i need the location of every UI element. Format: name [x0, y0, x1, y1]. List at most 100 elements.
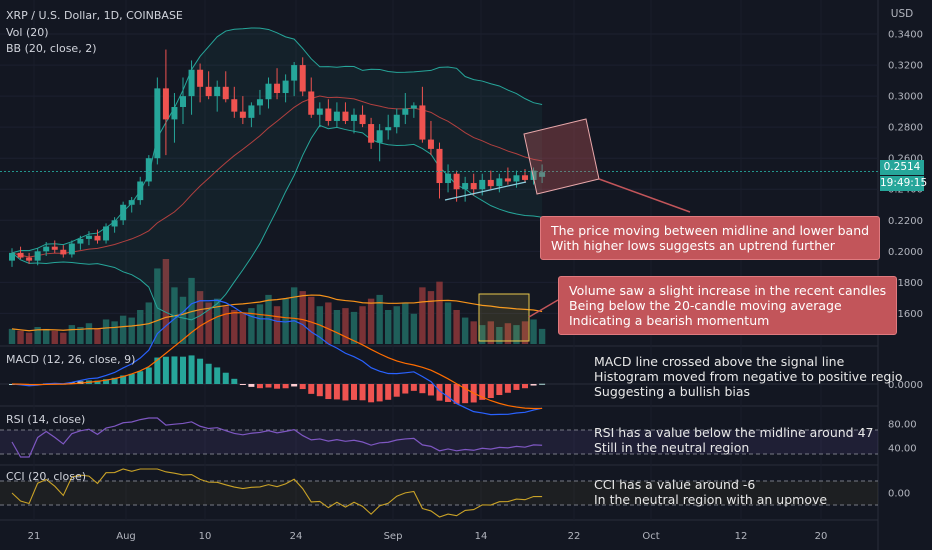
macd-histogram-bar	[436, 384, 443, 401]
price-tick-label: 0.2800	[888, 123, 923, 134]
macd-histogram-bar	[427, 384, 434, 396]
volume-bar	[461, 317, 469, 344]
macd-histogram-bar	[504, 384, 511, 393]
volume-bar	[162, 259, 170, 344]
candle-body	[299, 65, 306, 92]
volume-bar	[308, 296, 315, 344]
macd-histogram-bar	[162, 356, 169, 384]
macd-histogram-bar	[376, 384, 383, 402]
volume-bar	[231, 310, 238, 344]
candle-body	[479, 179, 486, 190]
legend-volume[interactable]: Vol (20)	[6, 26, 49, 39]
macd-histogram-bar	[214, 367, 221, 384]
bollinger-fill	[12, 27, 543, 320]
macd-histogram-bar	[359, 384, 366, 401]
volume-ma-line	[11, 294, 543, 332]
macd-histogram-bar	[453, 384, 460, 404]
volume-bar	[85, 323, 93, 344]
macd-histogram-bar	[282, 384, 289, 389]
candle-body	[9, 252, 15, 261]
candle-body	[26, 257, 33, 261]
candle-body	[34, 251, 41, 261]
volume-bar	[239, 313, 247, 344]
volume-bar	[504, 323, 512, 344]
macd-histogram-bar	[231, 378, 238, 384]
volume-bar	[77, 327, 84, 344]
candle-body	[385, 127, 392, 131]
candle-body	[291, 65, 298, 81]
macd-signal-line	[11, 312, 543, 410]
candle-body	[419, 105, 426, 140]
legend-cci[interactable]: CCI (20, close)	[6, 470, 87, 483]
volume-bar	[521, 321, 529, 344]
macd-histogram-bar	[265, 384, 272, 388]
volume-bar	[222, 306, 229, 344]
time-tick-label: Sep	[384, 531, 403, 542]
candle-body	[137, 181, 144, 201]
candle-body	[462, 183, 469, 190]
volume-bar	[179, 296, 187, 344]
annotation-rsi: RSI has a value below the midline around…	[594, 425, 874, 455]
price-tick-label: 0.1800	[888, 278, 923, 289]
volume-bar	[350, 311, 358, 344]
candle-body	[376, 130, 383, 143]
volume-bar	[290, 287, 298, 344]
macd-histogram-bar	[103, 379, 110, 384]
candle-body	[274, 83, 281, 94]
volume-bar	[479, 325, 486, 344]
legend-rsi[interactable]: RSI (14, close)	[6, 413, 86, 426]
volume-bar	[94, 328, 101, 344]
time-tick-label: 10	[199, 531, 212, 542]
macd-histogram-bar	[351, 384, 357, 400]
candle-body	[111, 220, 118, 227]
candle-body	[427, 139, 434, 149]
candle-body	[265, 83, 272, 100]
legend-macd[interactable]: MACD (12, 26, close, 9)	[6, 353, 136, 366]
macd-histogram-bar	[445, 384, 452, 402]
time-tick-label: 14	[475, 531, 488, 542]
macd-histogram-bar	[479, 384, 486, 400]
candle-body	[342, 111, 349, 121]
price-tick-label: 0.1600	[888, 309, 923, 320]
last-price-tag: 0.2514	[880, 160, 924, 175]
volume-bar	[60, 332, 67, 344]
volume-bar	[393, 306, 400, 344]
candle-body	[154, 88, 161, 159]
legend-bollinger[interactable]: BB (20, close, 2)	[6, 42, 97, 55]
macd-histogram-bar	[487, 384, 494, 399]
volume-bar	[43, 328, 50, 344]
candle-body	[410, 105, 417, 109]
macd-histogram-bar	[402, 384, 409, 394]
volume-bar	[299, 291, 306, 344]
volume-bar	[496, 327, 503, 344]
rsi-tick-label: 80.00	[888, 420, 917, 431]
time-tick-label: Oct	[642, 531, 659, 542]
macd-histogram-bar	[368, 384, 375, 403]
volume-bar	[256, 304, 264, 344]
price-tick-label: 0.3400	[888, 30, 923, 41]
macd-line	[11, 299, 543, 416]
volume-bar	[214, 298, 221, 344]
macd-histogram-bar	[410, 384, 417, 391]
currency-label: USD	[880, 7, 924, 22]
candle-body	[368, 124, 375, 143]
candle-body	[333, 111, 340, 121]
volume-bar	[385, 310, 392, 344]
candle-body	[487, 179, 494, 187]
candle-body	[393, 114, 400, 128]
candle-body	[470, 183, 477, 190]
annotation-macd: MACD line crossed above the signal line …	[594, 354, 903, 399]
annotation-volume[interactable]: Volume saw a slight increase in the rece…	[558, 276, 898, 335]
candle-body	[308, 91, 315, 115]
annotation-bollinger[interactable]: The price moving between midline and low…	[540, 216, 881, 260]
cci-tick-label: 0.00	[888, 489, 910, 500]
volume-bar	[427, 291, 435, 344]
volume-bar	[273, 306, 281, 344]
macd-histogram-bar	[205, 363, 212, 384]
time-tick-label: 24	[290, 531, 303, 542]
candle-body	[351, 114, 357, 121]
volume-bar	[111, 321, 118, 344]
volume-bar	[248, 308, 255, 344]
volume-bar	[333, 310, 341, 344]
